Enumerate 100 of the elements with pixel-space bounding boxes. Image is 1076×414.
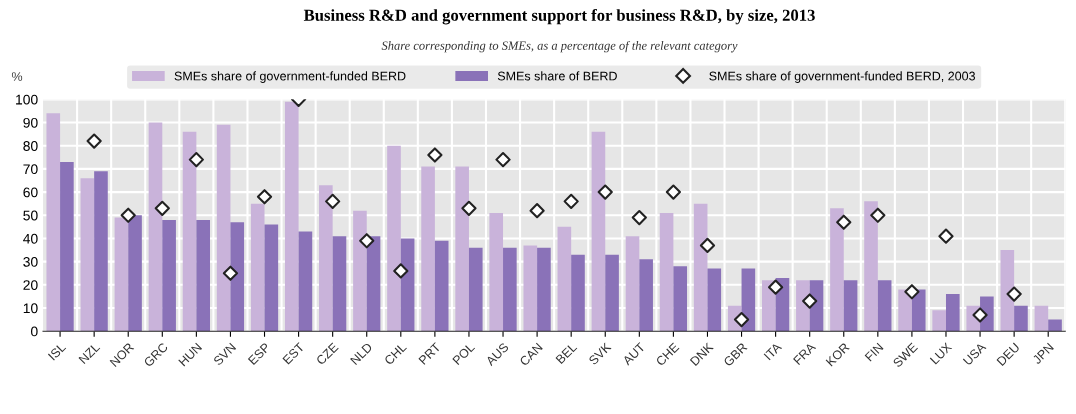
bar bbox=[898, 289, 912, 332]
bar bbox=[387, 145, 401, 332]
bar bbox=[591, 131, 606, 332]
point bbox=[938, 228, 954, 244]
point bbox=[86, 133, 102, 149]
x-tick-label: JPN bbox=[1031, 342, 1054, 365]
bar bbox=[489, 212, 504, 332]
bar bbox=[434, 240, 449, 332]
bar bbox=[1048, 319, 1062, 332]
bar bbox=[421, 166, 435, 332]
bar bbox=[148, 122, 163, 332]
point bbox=[461, 200, 477, 216]
bar bbox=[945, 294, 960, 332]
bar bbox=[571, 254, 585, 332]
bar bbox=[693, 203, 708, 332]
bar bbox=[250, 203, 265, 332]
bar bbox=[605, 254, 619, 332]
x-tick-label: NLD bbox=[350, 342, 373, 365]
bar bbox=[761, 280, 776, 332]
y-axis-title: % bbox=[11, 72, 23, 81]
bar bbox=[557, 226, 572, 332]
bar bbox=[353, 210, 367, 332]
x-tick-label: NZL bbox=[78, 342, 101, 364]
bar bbox=[230, 222, 245, 332]
bar bbox=[932, 310, 946, 332]
point bbox=[529, 203, 545, 219]
bar bbox=[366, 236, 381, 332]
y-tick-label: 0 bbox=[31, 326, 38, 337]
x-tick-label: CHL bbox=[383, 342, 408, 366]
point bbox=[359, 233, 375, 249]
y-tick-label: 30 bbox=[23, 256, 38, 267]
point bbox=[1006, 286, 1022, 302]
chart-title: Business R&D and government support for business R&D, by size, 2013 bbox=[303, 8, 815, 25]
bar bbox=[877, 280, 892, 332]
bar bbox=[659, 212, 674, 332]
y-tick-label: 60 bbox=[23, 187, 38, 198]
bar bbox=[455, 166, 469, 332]
point bbox=[563, 193, 579, 209]
point bbox=[836, 214, 852, 230]
x-tick-label: BEL bbox=[555, 342, 578, 364]
point bbox=[767, 279, 784, 295]
y-tick-label: 90 bbox=[23, 117, 38, 128]
bar bbox=[128, 215, 142, 332]
bar bbox=[114, 217, 129, 332]
bar bbox=[46, 113, 61, 332]
point bbox=[904, 284, 920, 300]
bar bbox=[843, 280, 858, 332]
point bbox=[495, 152, 511, 168]
bar bbox=[537, 247, 551, 332]
bar bbox=[625, 236, 640, 332]
point bbox=[188, 152, 204, 168]
bar bbox=[182, 131, 197, 332]
bar bbox=[80, 178, 95, 332]
y-tick-label: 70 bbox=[23, 164, 38, 175]
bar bbox=[216, 124, 231, 332]
point bbox=[222, 265, 239, 281]
bar bbox=[639, 259, 653, 332]
bar bbox=[60, 161, 74, 332]
chart-subtitle: Share corresponding to SMEs, as a percentage of the relevant category bbox=[381, 40, 738, 53]
bar bbox=[503, 247, 517, 332]
point bbox=[427, 147, 443, 163]
point bbox=[665, 184, 682, 200]
legend-label: SMEs share of government-funded BERD bbox=[174, 71, 406, 83]
bar bbox=[298, 231, 313, 332]
point bbox=[699, 237, 716, 254]
point bbox=[597, 184, 613, 200]
y-tick-label: 20 bbox=[23, 280, 38, 290]
bar bbox=[196, 219, 210, 332]
point bbox=[256, 189, 273, 205]
x-tick-label: POL bbox=[452, 342, 476, 366]
bar bbox=[911, 289, 926, 332]
bar bbox=[830, 208, 844, 332]
y-tick-label: 100 bbox=[16, 94, 38, 105]
y-tick-label: 10 bbox=[23, 303, 38, 314]
bar bbox=[523, 245, 538, 332]
bar bbox=[162, 219, 176, 332]
bar bbox=[468, 247, 483, 332]
point bbox=[972, 307, 988, 323]
bar bbox=[673, 266, 688, 332]
x-tick-label: ITA bbox=[763, 341, 782, 361]
bar bbox=[1000, 250, 1015, 332]
x-tick-label: SVK bbox=[588, 341, 612, 366]
x-tick-label: FRA bbox=[793, 341, 817, 365]
point bbox=[325, 193, 341, 209]
bar bbox=[1014, 305, 1028, 332]
point bbox=[870, 207, 886, 223]
bar bbox=[400, 238, 415, 332]
bar bbox=[284, 101, 299, 332]
point bbox=[631, 209, 647, 226]
y-tick-label: 50 bbox=[23, 210, 38, 221]
bar bbox=[864, 201, 878, 332]
bar bbox=[319, 185, 333, 332]
point bbox=[733, 311, 750, 328]
point bbox=[154, 200, 170, 216]
y-tick-label: 40 bbox=[23, 233, 38, 244]
y-tick-label: 80 bbox=[23, 141, 38, 151]
bar bbox=[1034, 305, 1049, 332]
legend-label: SMEs share of government-funded BERD, 2003 bbox=[709, 71, 975, 83]
point bbox=[120, 207, 136, 223]
x-tick-label: FIN bbox=[864, 342, 884, 362]
